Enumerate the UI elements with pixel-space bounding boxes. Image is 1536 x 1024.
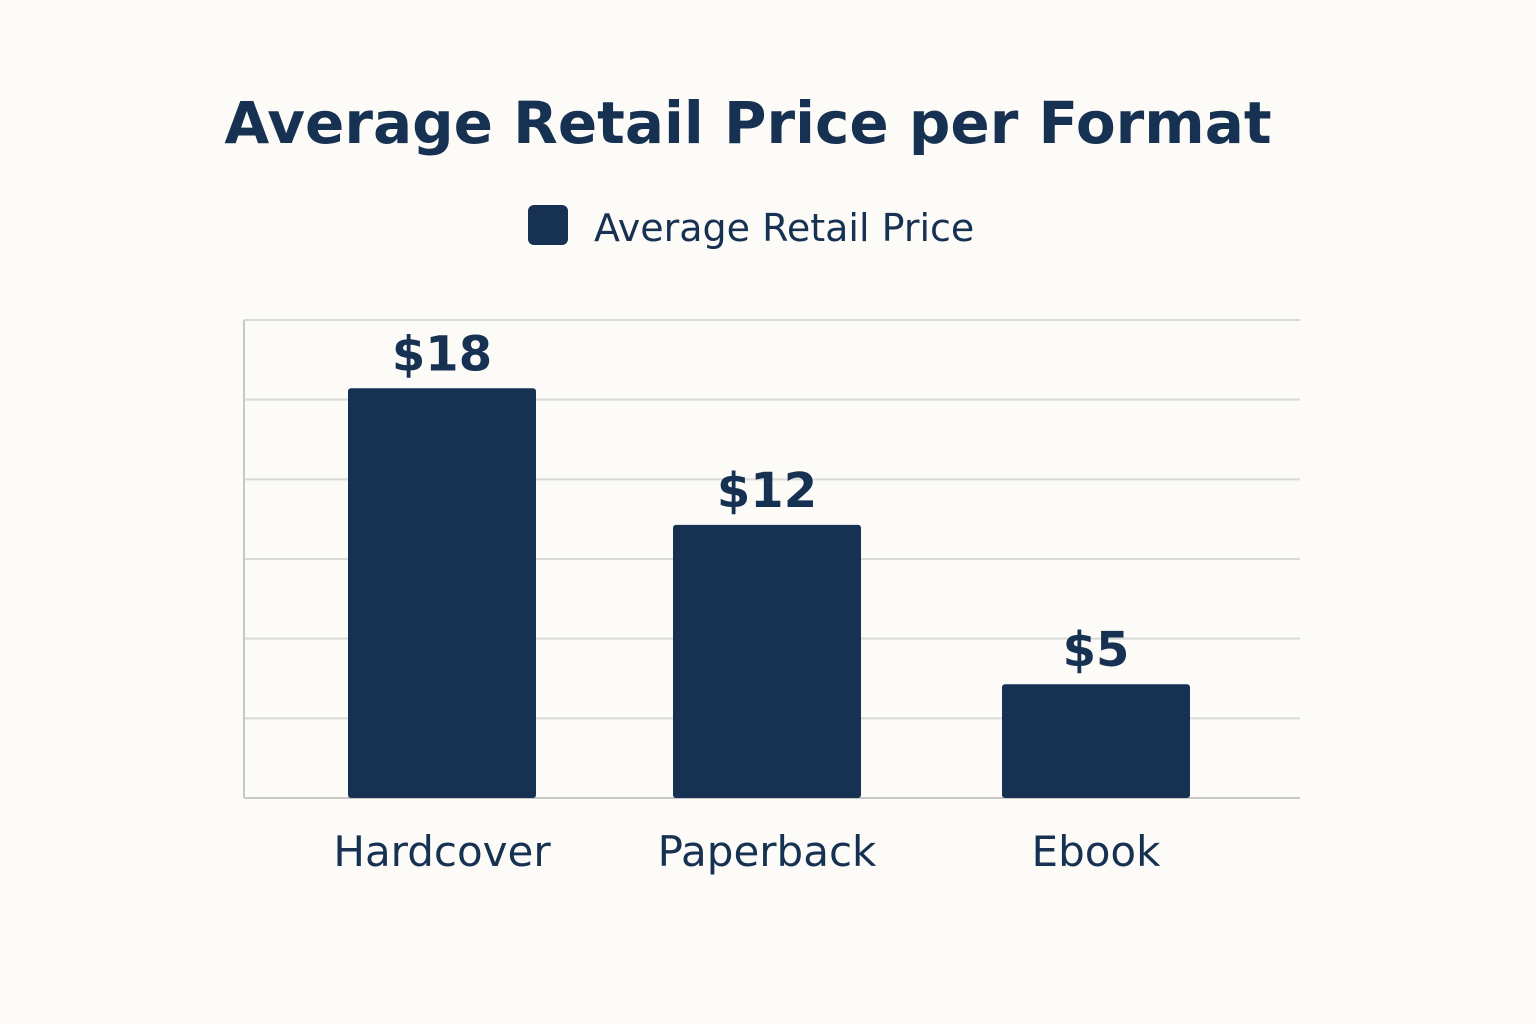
value-label-paperback: $12 [717,463,817,519]
category-labels: Hardcover Paperback Ebook [333,827,1161,876]
value-labels: $18 $12 $5 [392,326,1130,678]
value-label-hardcover: $18 [392,326,492,382]
legend: Average Retail Price [528,205,974,250]
bars [348,388,1190,798]
bar-paperback [673,524,861,798]
legend-label: Average Retail Price [594,206,974,250]
chart-title: Average Retail Price per Format [224,89,1271,157]
legend-swatch [528,205,568,245]
category-label-ebook: Ebook [1032,827,1162,876]
category-label-hardcover: Hardcover [333,827,551,876]
category-label-paperback: Paperback [658,827,877,876]
value-label-ebook: $5 [1063,622,1130,678]
bar-hardcover [348,388,536,798]
bar-ebook [1002,684,1190,798]
